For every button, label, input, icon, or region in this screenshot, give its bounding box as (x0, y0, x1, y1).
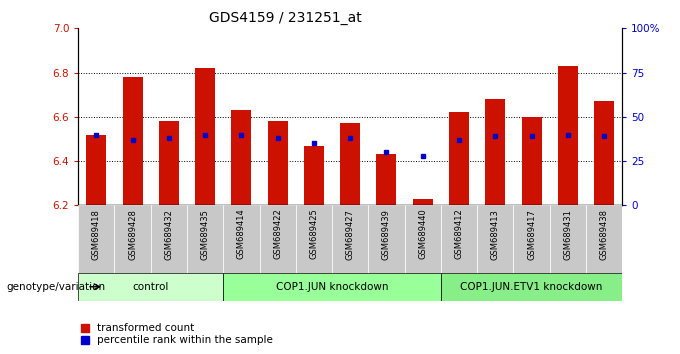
Bar (159, 121, 179, 205)
Bar (413, 199, 432, 205)
Bar (513, 205, 549, 273)
Bar (260, 205, 296, 273)
Text: GSM689439: GSM689439 (382, 209, 391, 259)
Text: GSM689418: GSM689418 (92, 209, 101, 259)
Bar (369, 205, 405, 273)
Bar (296, 205, 332, 273)
Text: GSM689417: GSM689417 (527, 209, 536, 259)
Text: GDS4159 / 231251_at: GDS4159 / 231251_at (209, 11, 362, 25)
Text: GSM689412: GSM689412 (454, 209, 464, 259)
Bar (122, 77, 143, 205)
Bar (558, 66, 578, 205)
Bar (114, 205, 151, 273)
Text: control: control (133, 282, 169, 292)
Bar (405, 205, 441, 273)
Text: GSM689435: GSM689435 (201, 209, 209, 259)
Bar (441, 273, 622, 301)
Bar (231, 110, 252, 205)
Bar (187, 205, 223, 273)
Text: GSM689414: GSM689414 (237, 209, 246, 259)
Bar (304, 145, 324, 205)
Legend: transformed count, percentile rank within the sample: transformed count, percentile rank withi… (81, 323, 273, 345)
Bar (486, 99, 505, 205)
Text: GSM689425: GSM689425 (309, 209, 318, 259)
Bar (441, 205, 477, 273)
Text: COP1.JUN knockdown: COP1.JUN knockdown (276, 282, 388, 292)
Text: GSM689428: GSM689428 (128, 209, 137, 259)
Bar (477, 205, 513, 273)
Text: GSM689422: GSM689422 (273, 209, 282, 259)
Bar (522, 117, 541, 205)
Bar (151, 205, 187, 273)
Bar (594, 101, 614, 205)
Bar (449, 113, 469, 205)
Bar (268, 121, 288, 205)
Text: GSM689438: GSM689438 (600, 209, 609, 260)
Bar (340, 124, 360, 205)
Bar (223, 273, 441, 301)
Bar (586, 205, 622, 273)
Text: GSM689427: GSM689427 (345, 209, 355, 259)
Text: GSM689432: GSM689432 (165, 209, 173, 259)
Bar (78, 273, 223, 301)
Bar (223, 205, 260, 273)
Text: COP1.JUN.ETV1 knockdown: COP1.JUN.ETV1 knockdown (460, 282, 602, 292)
Text: GSM689413: GSM689413 (491, 209, 500, 259)
Bar (549, 205, 586, 273)
Text: GSM689440: GSM689440 (418, 209, 427, 259)
Bar (86, 135, 106, 205)
Text: GSM689431: GSM689431 (563, 209, 573, 259)
Bar (332, 205, 369, 273)
Bar (377, 154, 396, 205)
Bar (78, 205, 114, 273)
Bar (195, 68, 215, 205)
Text: genotype/variation: genotype/variation (7, 282, 106, 292)
